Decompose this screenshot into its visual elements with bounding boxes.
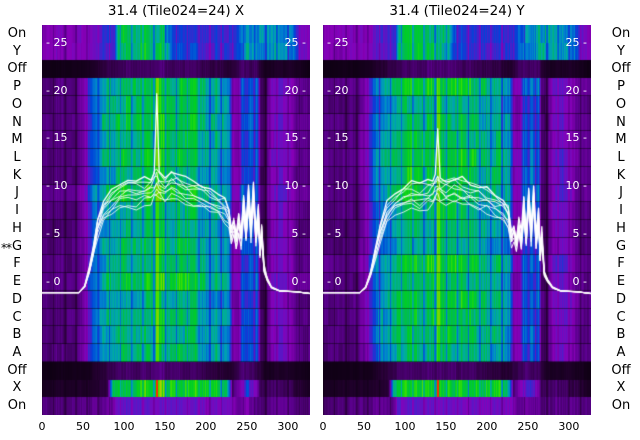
row-label-left-e-14: E	[12, 274, 22, 290]
row-label-left-i-10: I	[15, 203, 19, 219]
row-label-left-off-19: Off	[7, 362, 27, 378]
row-label-right-m-6: M	[615, 132, 627, 148]
x-tick-label: 0	[38, 420, 46, 433]
row-label-left-g-12: G **	[1, 238, 23, 255]
row-label-left-b-17: B	[12, 327, 22, 343]
row-label-left-l-7: L	[13, 149, 21, 165]
x-tick-label: 50	[75, 420, 90, 433]
row-label-right-y-1: Y	[617, 43, 625, 59]
x-tick-label: 300	[277, 420, 299, 433]
row-label-right-o-4: O	[615, 96, 627, 112]
row-label-right-off-2: Off	[611, 61, 631, 77]
value-tick-label-left: - 0	[327, 274, 342, 288]
row-label-right-f-13: F	[617, 256, 625, 272]
row-label-right-off-19: Off	[611, 362, 631, 378]
x-tick-label: 100	[113, 420, 135, 433]
row-label-left-h-11: H	[12, 220, 22, 236]
value-tick-label-left: - 15	[46, 131, 68, 145]
row-label-left-on-0: On	[7, 25, 27, 41]
x-tick-label: 150	[435, 420, 457, 433]
row-label-right-l-7: L	[617, 149, 625, 165]
value-tick-label-left: - 15	[327, 131, 349, 145]
row-label-left-k-8: K	[12, 167, 22, 183]
row-label-left-d-15: D	[11, 291, 22, 307]
row-label-right-x-20: X	[616, 380, 626, 396]
star-marker: **	[1, 240, 12, 255]
x-tick-label: 0	[319, 420, 327, 433]
panel-x-title: 31.4 (Tile024=24) X	[107, 3, 245, 19]
row-label-left-off-2: Off	[7, 61, 27, 77]
value-tick-label-right: 15 -	[565, 131, 587, 145]
row-label-right-n-5: N	[616, 114, 626, 130]
row-label-left-a-18: A	[12, 344, 22, 360]
value-tick-label-right: 25 -	[284, 35, 306, 49]
value-tick-label-left: - 25	[327, 35, 349, 49]
heatmap-panel-x	[42, 25, 310, 415]
row-label-right-d-15: D	[615, 291, 626, 307]
panel-y-title: 31.4 (Tile024=24) Y	[389, 3, 525, 19]
value-tick-label-left: - 10	[327, 179, 349, 193]
row-label-right-e-14: E	[616, 274, 626, 290]
row-label-right-a-18: A	[616, 344, 626, 360]
x-tick-label: 200	[195, 420, 217, 433]
value-tick-label-left: - 20	[327, 83, 349, 97]
row-label-left-p-3: P	[13, 79, 21, 95]
value-tick-label-left: - 5	[327, 226, 342, 240]
value-tick-label-right: 5 -	[291, 226, 306, 240]
row-label-right-h-11: H	[616, 220, 626, 236]
row-label-right-i-10: I	[619, 203, 623, 219]
heatmap-panel-y	[323, 25, 591, 415]
row-label-right-on-21: On	[611, 398, 631, 414]
value-tick-label-left: - 5	[46, 226, 61, 240]
value-tick-label-right: 10 -	[284, 179, 306, 193]
row-label-right-c-16: C	[616, 309, 626, 325]
value-tick-label-left: - 20	[46, 83, 68, 97]
row-label-right-on-0: On	[611, 25, 631, 41]
x-tick-label: 300	[558, 420, 580, 433]
value-tick-label-right: 5 -	[572, 226, 587, 240]
value-tick-label-right: 0 -	[291, 274, 306, 288]
row-label-right-k-8: K	[616, 167, 626, 183]
row-label-left-o-4: O	[11, 96, 23, 112]
row-label-left-y-1: Y	[13, 43, 21, 59]
value-tick-label-left: - 0	[46, 274, 61, 288]
row-label-left-m-6: M	[11, 132, 23, 148]
row-label-left-n-5: N	[12, 114, 22, 130]
row-label-right-j-9: J	[619, 185, 623, 201]
row-label-left-on-21: On	[7, 398, 27, 414]
value-tick-label-right: 0 -	[572, 274, 587, 288]
value-tick-label-right: 20 -	[565, 83, 587, 97]
x-tick-label: 100	[394, 420, 416, 433]
x-tick-label: 150	[154, 420, 176, 433]
x-tick-label: 250	[517, 420, 539, 433]
value-tick-label-left: - 25	[46, 35, 68, 49]
row-label-left-c-16: C	[12, 309, 22, 325]
row-label-left-x-20: X	[12, 380, 22, 396]
value-tick-label-left: - 10	[46, 179, 68, 193]
x-tick-label: 250	[236, 420, 258, 433]
row-label-left-j-9: J	[15, 185, 19, 201]
value-tick-label-right: 10 -	[565, 179, 587, 193]
row-label-left-f-13: F	[13, 256, 21, 272]
row-label-right-g-12: G	[615, 238, 627, 254]
x-tick-label: 200	[476, 420, 498, 433]
value-tick-label-right: 25 -	[565, 35, 587, 49]
row-label-right-b-17: B	[616, 327, 626, 343]
value-tick-label-right: 20 -	[284, 83, 306, 97]
x-tick-label: 50	[356, 420, 371, 433]
row-label-right-p-3: P	[617, 79, 625, 95]
value-tick-label-right: 15 -	[284, 131, 306, 145]
